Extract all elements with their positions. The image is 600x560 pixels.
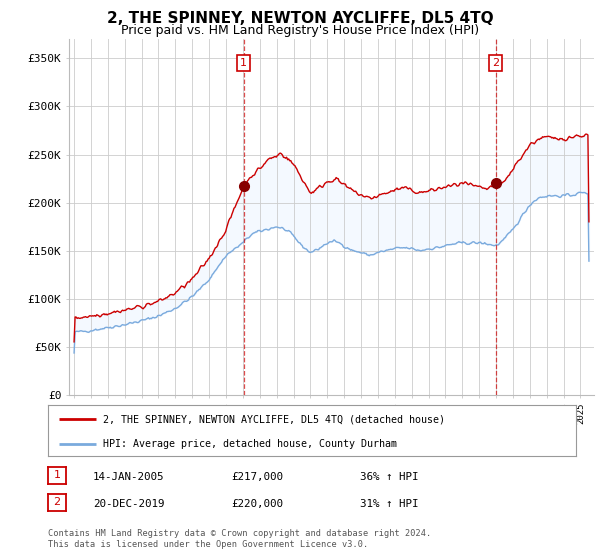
Text: 20-DEC-2019: 20-DEC-2019 <box>93 499 164 509</box>
Text: 31% ↑ HPI: 31% ↑ HPI <box>360 499 419 509</box>
Text: 2, THE SPINNEY, NEWTON AYCLIFFE, DL5 4TQ (detached house): 2, THE SPINNEY, NEWTON AYCLIFFE, DL5 4TQ… <box>103 414 445 424</box>
Text: 36% ↑ HPI: 36% ↑ HPI <box>360 472 419 482</box>
Text: Price paid vs. HM Land Registry's House Price Index (HPI): Price paid vs. HM Land Registry's House … <box>121 24 479 36</box>
Text: Contains HM Land Registry data © Crown copyright and database right 2024.
This d: Contains HM Land Registry data © Crown c… <box>48 529 431 549</box>
Text: HPI: Average price, detached house, County Durham: HPI: Average price, detached house, Coun… <box>103 438 397 449</box>
Text: 1: 1 <box>53 470 61 480</box>
Text: 2: 2 <box>492 58 499 68</box>
Text: £220,000: £220,000 <box>231 499 283 509</box>
Text: 2: 2 <box>53 497 61 507</box>
Text: 1: 1 <box>240 58 247 68</box>
Text: £217,000: £217,000 <box>231 472 283 482</box>
Text: 2, THE SPINNEY, NEWTON AYCLIFFE, DL5 4TQ: 2, THE SPINNEY, NEWTON AYCLIFFE, DL5 4TQ <box>107 11 493 26</box>
Text: 14-JAN-2005: 14-JAN-2005 <box>93 472 164 482</box>
